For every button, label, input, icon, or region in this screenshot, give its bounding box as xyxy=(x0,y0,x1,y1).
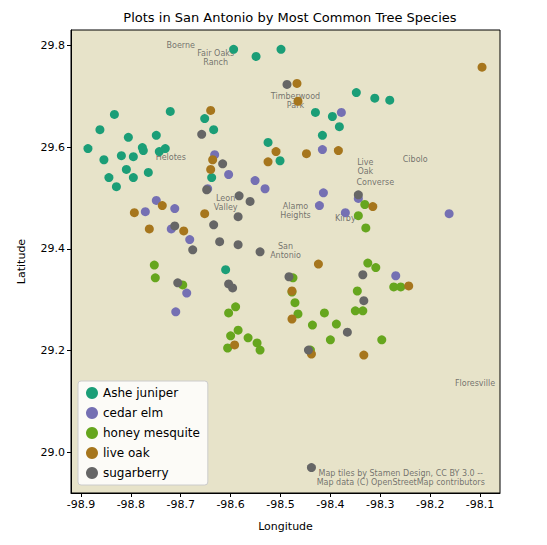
svg-text:Alamo: Alamo xyxy=(283,202,308,211)
svg-text:Boerne: Boerne xyxy=(167,41,196,50)
svg-text:Heights: Heights xyxy=(280,211,311,220)
svg-text:Floresville: Floresville xyxy=(455,379,495,388)
svg-text:Longitude: Longitude xyxy=(258,520,313,533)
svg-text:Park: Park xyxy=(286,101,305,111)
svg-text:29.0: 29.0 xyxy=(41,446,66,459)
svg-text:29.8: 29.8 xyxy=(41,39,66,52)
svg-text:Leon: Leon xyxy=(216,194,235,203)
svg-text:Cibolo: Cibolo xyxy=(403,155,428,164)
svg-text:-98.7: -98.7 xyxy=(167,498,195,511)
svg-text:Antonio: Antonio xyxy=(270,251,301,260)
svg-text:Ranch: Ranch xyxy=(203,58,228,67)
svg-text:sugarberry: sugarberry xyxy=(103,466,169,480)
svg-text:-98.3: -98.3 xyxy=(366,498,394,511)
svg-text:Kirby: Kirby xyxy=(335,213,356,223)
svg-text:Oak: Oak xyxy=(357,167,373,176)
svg-text:cedar elm: cedar elm xyxy=(103,406,163,420)
svg-text:Fair Oaks: Fair Oaks xyxy=(197,49,234,58)
svg-text:Map data (C) OpenStreetMap con: Map data (C) OpenStreetMap contributors xyxy=(317,478,485,487)
svg-text:Valley: Valley xyxy=(214,203,238,212)
svg-text:-98.9: -98.9 xyxy=(67,498,95,511)
svg-text:29.4: 29.4 xyxy=(41,242,66,255)
svg-text:29.6: 29.6 xyxy=(41,141,66,154)
svg-text:-98.5: -98.5 xyxy=(266,498,294,511)
svg-text:-98.1: -98.1 xyxy=(466,498,494,511)
svg-text:29.2: 29.2 xyxy=(41,344,66,357)
svg-text:Plots in San Antonio by Most C: Plots in San Antonio by Most Common Tree… xyxy=(123,10,457,25)
svg-text:Map tiles by Stamen Design, CC: Map tiles by Stamen Design, CC BY 3.0 -- xyxy=(319,469,483,478)
svg-text:honey mesquite: honey mesquite xyxy=(103,426,200,440)
svg-text:Helotes: Helotes xyxy=(155,152,186,162)
svg-text:Live: Live xyxy=(357,158,373,167)
svg-text:-98.8: -98.8 xyxy=(117,498,145,511)
svg-text:live oak: live oak xyxy=(103,446,150,460)
svg-text:-98.2: -98.2 xyxy=(416,498,444,511)
svg-text:-98.6: -98.6 xyxy=(216,498,244,511)
svg-text:Converse: Converse xyxy=(356,178,394,187)
svg-text:Ashe juniper: Ashe juniper xyxy=(103,386,178,400)
svg-text:Timberwood: Timberwood xyxy=(270,92,321,102)
svg-text:Latitude: Latitude xyxy=(15,239,28,285)
svg-text:San: San xyxy=(278,242,293,251)
svg-text:-98.4: -98.4 xyxy=(316,498,344,511)
